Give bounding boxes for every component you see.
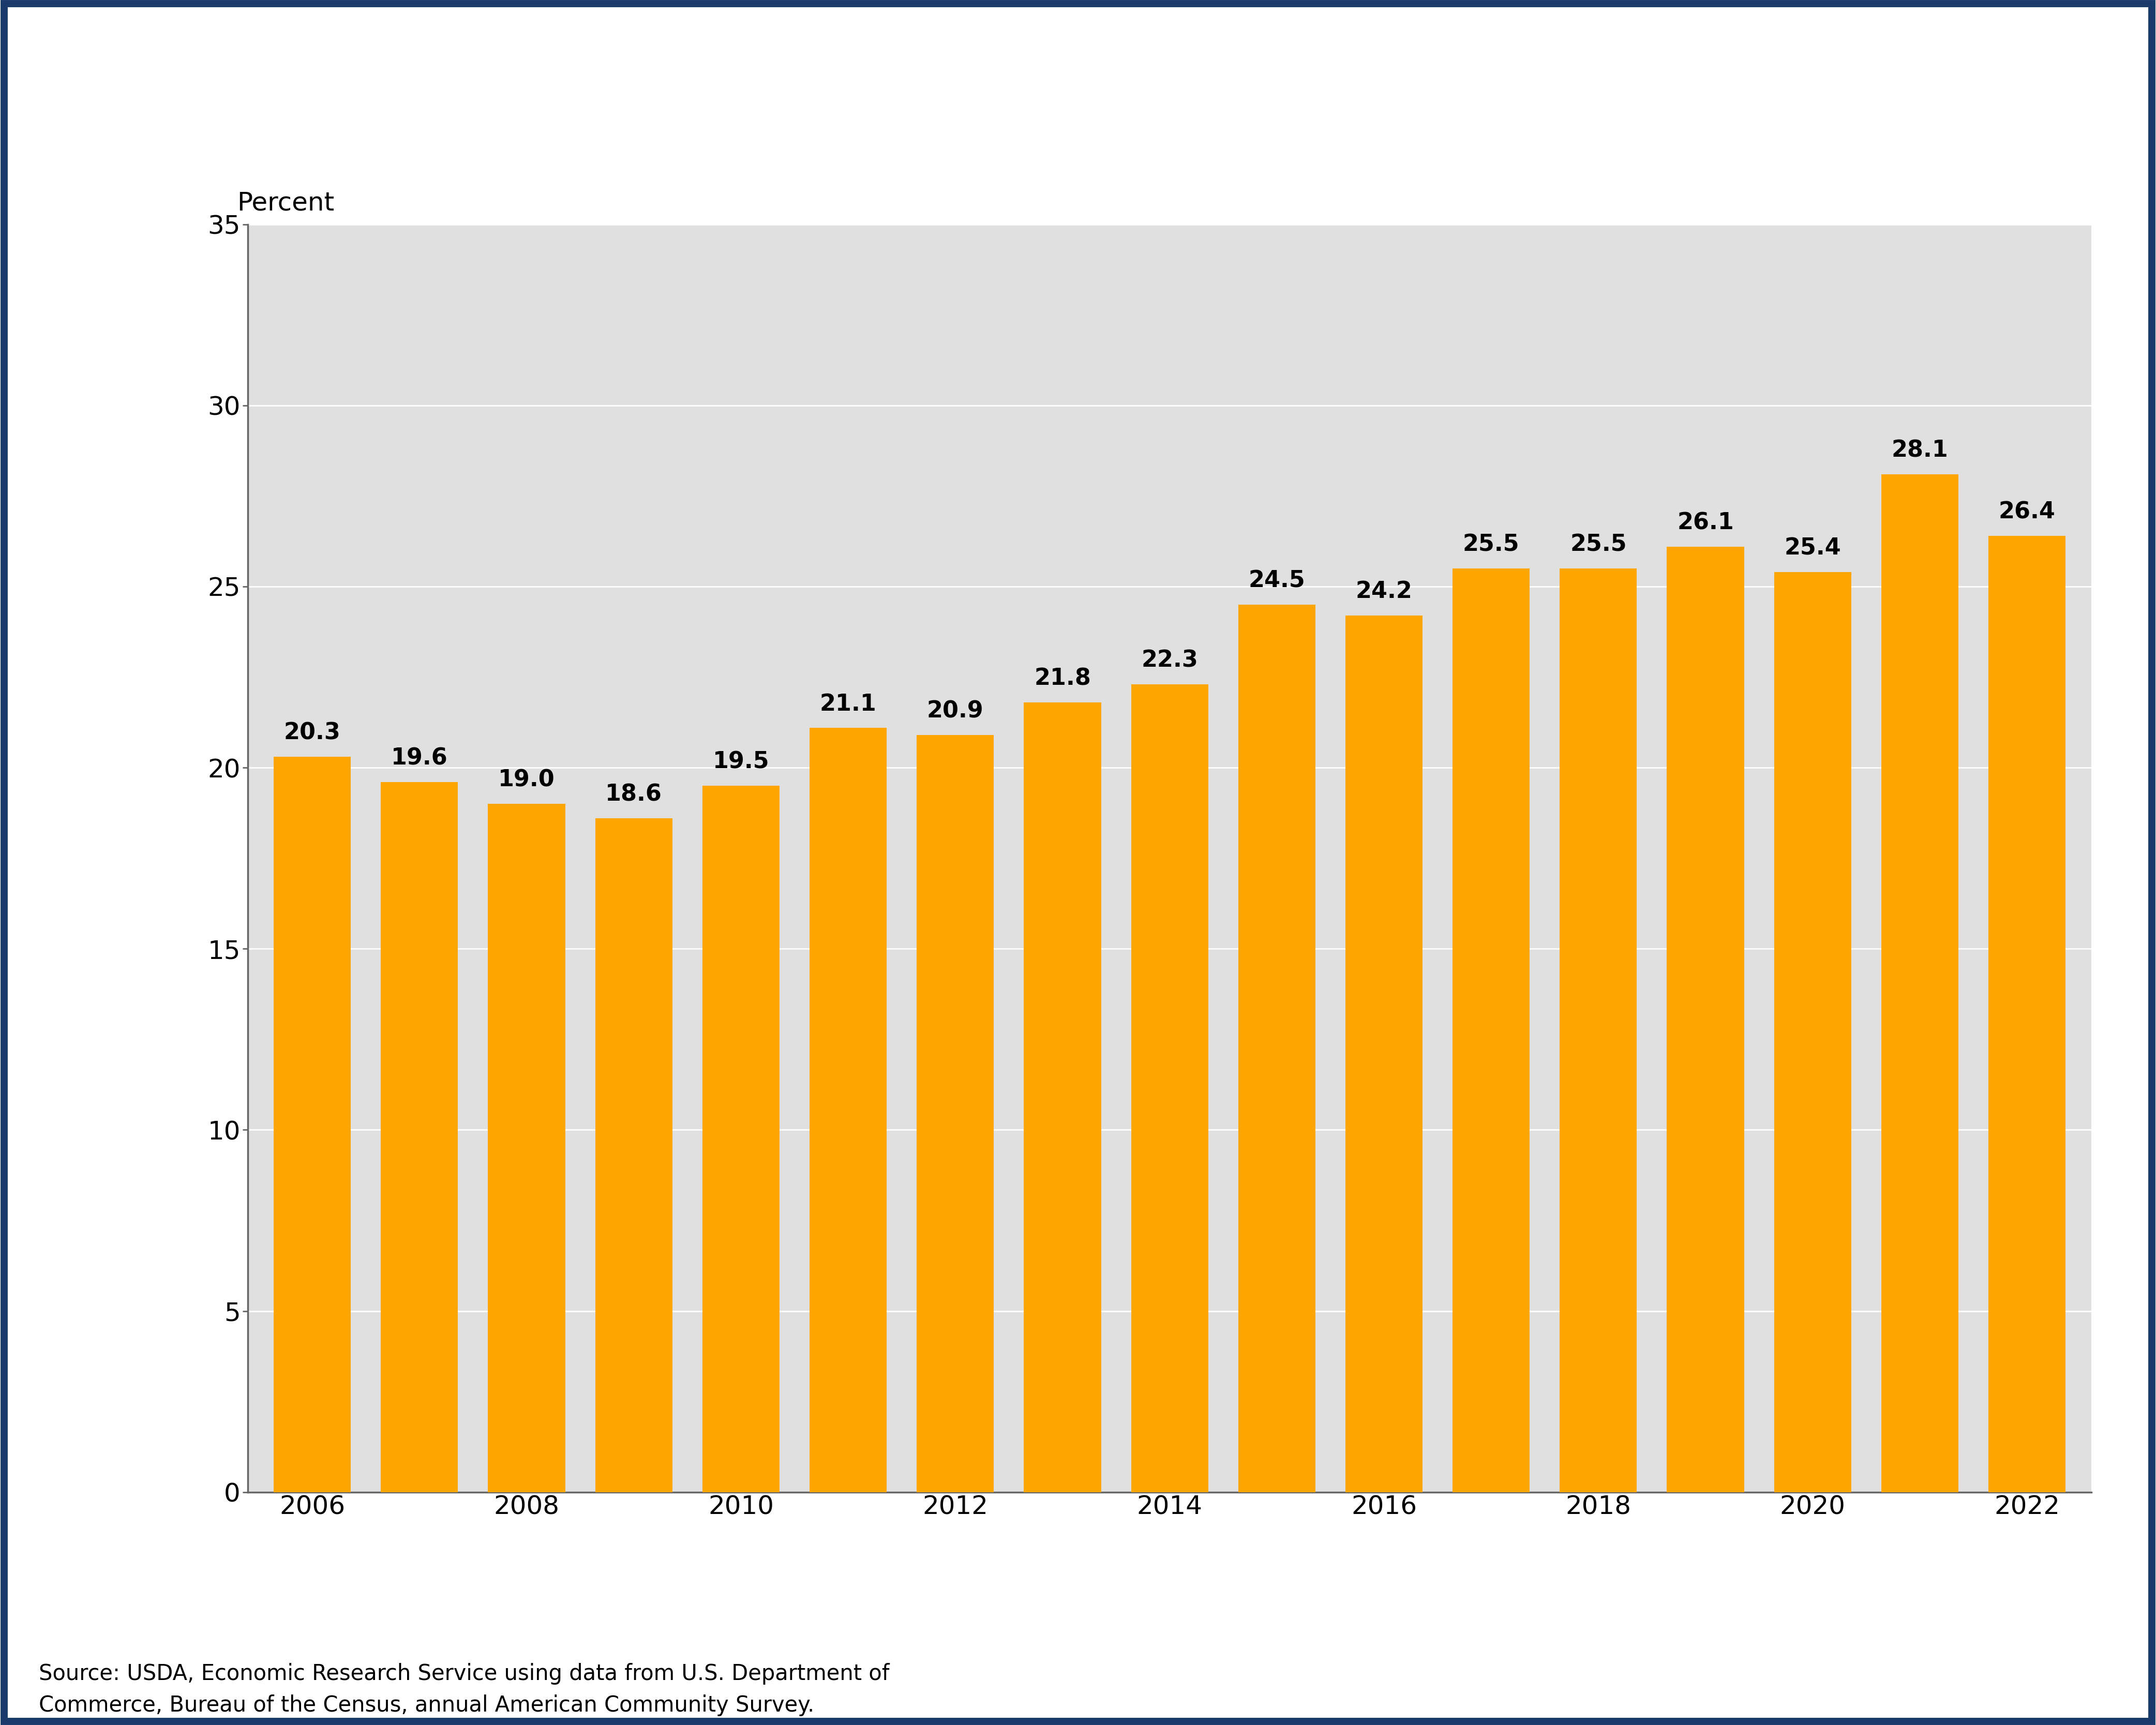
Text: 19.0: 19.0 [498, 769, 554, 792]
Text: 20.9: 20.9 [927, 700, 983, 723]
Bar [1024, 702, 1102, 1492]
Text: 21.8: 21.8 [1035, 668, 1091, 690]
Bar [487, 804, 565, 1492]
Text: 28.1: 28.1 [1891, 440, 1949, 462]
Bar [703, 787, 780, 1492]
Bar [1345, 616, 1423, 1492]
Text: 26.4: 26.4 [1999, 500, 2055, 523]
Text: 19.5: 19.5 [714, 750, 770, 773]
Text: Share of U.S. farm laborers/graders/sorters who are women, 2006–22: Share of U.S. farm laborers/graders/sort… [39, 71, 1503, 105]
Bar [1559, 569, 1636, 1492]
Bar [1667, 547, 1744, 1492]
Bar [1132, 685, 1207, 1492]
Text: 18.6: 18.6 [606, 783, 662, 806]
Text: Source: USDA, Economic Research Service using data from U.S. Department of
Comme: Source: USDA, Economic Research Service … [39, 1663, 890, 1716]
Text: 20.3: 20.3 [285, 721, 341, 743]
Text: 22.3: 22.3 [1141, 649, 1199, 671]
Bar [1774, 573, 1852, 1492]
Text: 21.1: 21.1 [819, 693, 877, 716]
Bar [595, 818, 673, 1492]
Text: 25.5: 25.5 [1462, 533, 1520, 555]
Bar [1453, 569, 1531, 1492]
Text: 26.1: 26.1 [1677, 512, 1733, 535]
Bar [808, 728, 886, 1492]
Bar [1988, 536, 2065, 1492]
Text: 24.2: 24.2 [1356, 581, 1412, 602]
Bar [1238, 605, 1315, 1492]
Text: 25.5: 25.5 [1570, 533, 1626, 555]
Text: 19.6: 19.6 [390, 747, 448, 769]
Text: 25.4: 25.4 [1785, 536, 1841, 559]
Bar [1882, 474, 1958, 1492]
Bar [382, 781, 457, 1492]
Text: Percent: Percent [237, 191, 334, 216]
Text: 24.5: 24.5 [1248, 569, 1304, 592]
Bar [274, 757, 351, 1492]
Bar [916, 735, 994, 1492]
